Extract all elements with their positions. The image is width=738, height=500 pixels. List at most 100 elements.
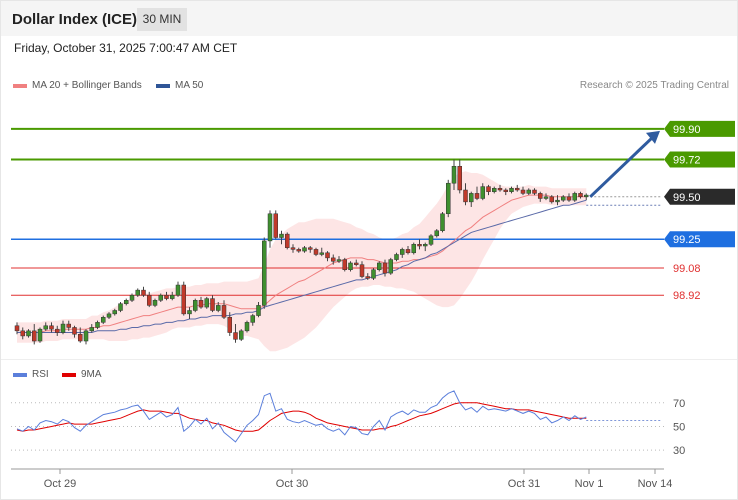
candle-body — [187, 310, 192, 315]
candle-body — [78, 333, 83, 342]
candle — [170, 291, 175, 301]
candle-body — [572, 193, 577, 201]
candle-body — [273, 213, 278, 238]
candle — [377, 261, 382, 272]
candle — [543, 193, 549, 201]
candle — [365, 273, 370, 280]
ma50-line — [17, 199, 587, 333]
candle-body — [26, 330, 31, 337]
candle — [78, 327, 83, 343]
candle-body — [543, 196, 549, 199]
candle-body — [32, 330, 37, 342]
candle — [382, 259, 388, 277]
candle-body — [388, 259, 393, 274]
projection-arrow-line — [589, 136, 654, 198]
ma9-swatch — [62, 372, 76, 377]
candle-body — [118, 303, 123, 311]
candle — [348, 261, 353, 272]
candle — [555, 195, 560, 206]
legend-ma50-label: MA 50 — [175, 80, 204, 91]
candle-body — [566, 196, 572, 201]
candle-body — [463, 189, 468, 203]
candle-body — [359, 264, 365, 277]
candle — [463, 183, 468, 206]
candle — [250, 313, 255, 326]
candle — [566, 193, 572, 202]
instrument-title: Dollar Index (ICE) — [12, 11, 138, 28]
candle-body — [503, 189, 508, 192]
candle-body — [354, 262, 359, 265]
rsi-tick-30: 30 — [673, 445, 685, 457]
candle — [325, 251, 330, 262]
x-tick-label-3: Nov 1 — [575, 478, 604, 490]
candle — [32, 324, 37, 345]
candle-body — [72, 327, 77, 335]
candle-body — [141, 289, 146, 296]
header-bar: Dollar Index (ICE) 30 MIN — [1, 1, 737, 36]
candle-body — [112, 310, 117, 315]
candle-body — [480, 186, 485, 199]
candle — [532, 188, 537, 196]
candle-body — [267, 213, 273, 242]
candle — [233, 324, 238, 343]
panel-divider — [1, 359, 737, 360]
candle-body — [244, 322, 250, 332]
candles — [14, 159, 589, 345]
candle — [549, 195, 554, 204]
candle-body — [250, 315, 255, 323]
candle-body — [106, 313, 112, 318]
candle — [55, 325, 60, 336]
legend-9ma-label: 9MA — [81, 369, 102, 380]
candle-body — [83, 330, 89, 342]
candle — [480, 183, 485, 201]
bollinger-band — [17, 171, 587, 352]
level-label-99-90: 99.90 — [673, 124, 701, 136]
candle — [216, 302, 221, 313]
candle-body — [308, 247, 313, 250]
candle — [434, 229, 439, 238]
candle-body — [457, 165, 462, 191]
candle — [572, 191, 577, 202]
candle — [124, 298, 129, 306]
candle — [14, 322, 20, 335]
candle-body — [239, 330, 244, 340]
candle — [405, 246, 411, 255]
candle-body — [532, 189, 537, 194]
candle — [451, 159, 457, 190]
candle — [198, 296, 204, 309]
candle — [147, 291, 152, 308]
rsi-9ma-line — [16, 402, 587, 432]
candle — [486, 184, 491, 196]
candle-body — [411, 244, 416, 254]
candle-body — [193, 300, 198, 311]
candle — [515, 184, 520, 192]
candle-body — [175, 284, 181, 296]
copyright: Research © 2025 Trading Central — [579, 80, 729, 91]
level-tag-99-25 — [664, 231, 735, 248]
rsi-swatch — [13, 372, 27, 377]
candle — [388, 257, 393, 275]
candle-body — [561, 196, 566, 201]
candle — [423, 242, 428, 252]
candle-body — [515, 188, 520, 191]
rsi-line — [16, 390, 587, 443]
candle-body — [95, 322, 100, 328]
level-label-99-08: 99.08 — [673, 263, 701, 275]
timeframe-badge[interactable]: 30 MIN — [137, 8, 187, 31]
candle — [578, 191, 583, 199]
candle-body — [14, 325, 20, 332]
candle — [359, 261, 365, 279]
candle — [141, 286, 146, 297]
candle — [256, 302, 261, 318]
candle — [428, 234, 434, 246]
candle — [60, 320, 66, 335]
candle — [285, 232, 290, 250]
candle-body — [469, 193, 474, 203]
candle-body — [60, 323, 66, 333]
candle — [244, 320, 250, 333]
candle-body — [296, 249, 301, 252]
candle — [492, 186, 497, 194]
level-tag-99-90 — [664, 120, 735, 137]
candle-body — [434, 230, 439, 237]
